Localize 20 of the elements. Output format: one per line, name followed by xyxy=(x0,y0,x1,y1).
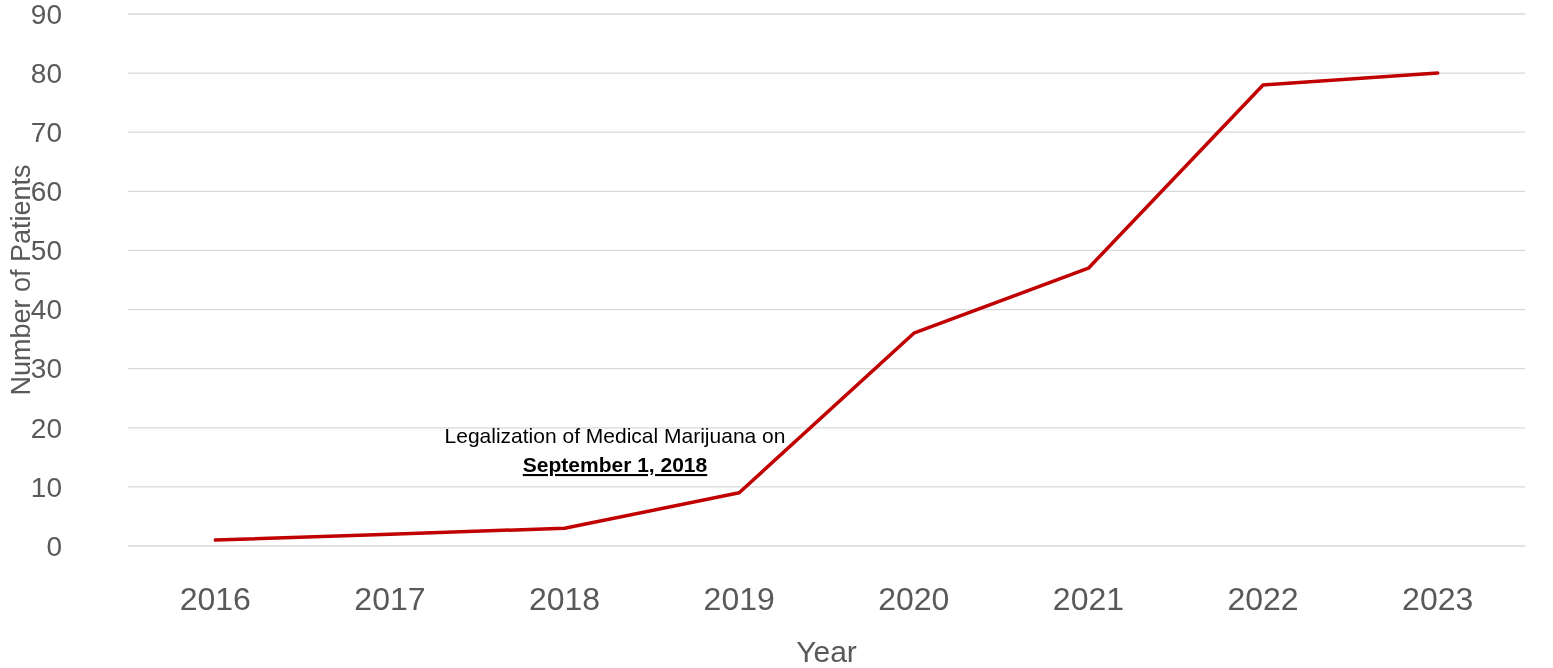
y-tick-label: 0 xyxy=(46,530,62,562)
x-axis-title: Year xyxy=(796,635,857,668)
y-tick-label: 70 xyxy=(30,117,62,149)
y-tick-label: 10 xyxy=(30,471,62,503)
y-tick-label: 80 xyxy=(30,57,62,89)
y-tick-label: 60 xyxy=(30,176,62,208)
y-tick-label: 20 xyxy=(30,412,62,444)
line-series xyxy=(213,71,1440,542)
x-tick-label: 2023 xyxy=(1402,581,1474,617)
x-tick-label: 2018 xyxy=(528,581,601,617)
x-tick-label: 2021 xyxy=(1052,581,1125,617)
x-tick-label: 2019 xyxy=(703,581,775,617)
y-tick-label: 50 xyxy=(30,235,62,267)
y-tick-label: 90 xyxy=(30,0,62,30)
x-tick-label: 2016 xyxy=(179,581,251,617)
annotation: Legalization of Medical Marijuana on September 1, 2018 xyxy=(444,424,786,476)
x-tick-label: 2017 xyxy=(354,581,426,617)
x-tick-label: 2020 xyxy=(878,581,950,617)
y-tick-label: 40 xyxy=(30,294,62,326)
x-tick-label: 2022 xyxy=(1227,581,1299,617)
